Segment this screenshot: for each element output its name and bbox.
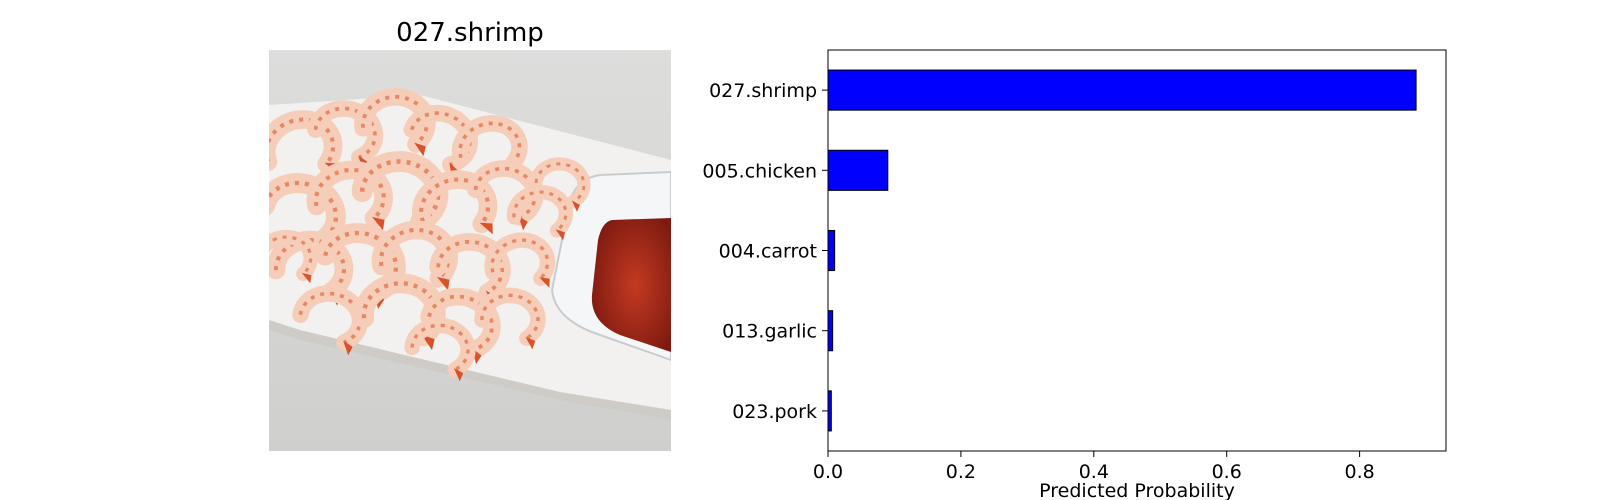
y-tick-label: 013.garlic	[722, 321, 817, 343]
shrimp	[354, 88, 436, 157]
x-axis-label: Predicted Probability	[1039, 480, 1235, 500]
shrimp	[292, 285, 369, 356]
y-tick-label: 023.pork	[732, 401, 817, 423]
shrimp	[411, 170, 498, 235]
shrimp	[506, 184, 573, 241]
x-tick-label: 0.8	[1345, 461, 1375, 483]
shrimp	[529, 157, 591, 212]
shrimp	[484, 232, 556, 288]
y-tick-label: 027.shrimp	[709, 80, 817, 102]
shrimp-photo	[269, 50, 671, 451]
x-tick-label: 0.0	[813, 461, 843, 483]
x-tick-label: 0.2	[946, 461, 976, 483]
x-tick-label: 0.6	[1212, 461, 1242, 483]
image-title: 027.shrimp	[396, 18, 544, 48]
bar-013-garlic	[827, 310, 834, 352]
bar-005-chicken	[827, 149, 889, 191]
bar-027-shrimp	[827, 69, 1417, 111]
y-tick-label: 005.chicken	[702, 160, 817, 182]
shrimp-pile	[269, 88, 591, 382]
shrimp	[404, 317, 476, 382]
shrimp	[474, 287, 546, 350]
bar-004-carrot	[827, 229, 836, 272]
shrimp	[371, 220, 458, 291]
x-tick-label: 0.4	[1079, 461, 1109, 483]
y-tick-label: 004.carrot	[719, 241, 817, 263]
shrimp	[269, 229, 318, 284]
bar-chart: 027.shrimp 005.chicken 004.carrot 013.garli…	[702, 49, 1447, 500]
